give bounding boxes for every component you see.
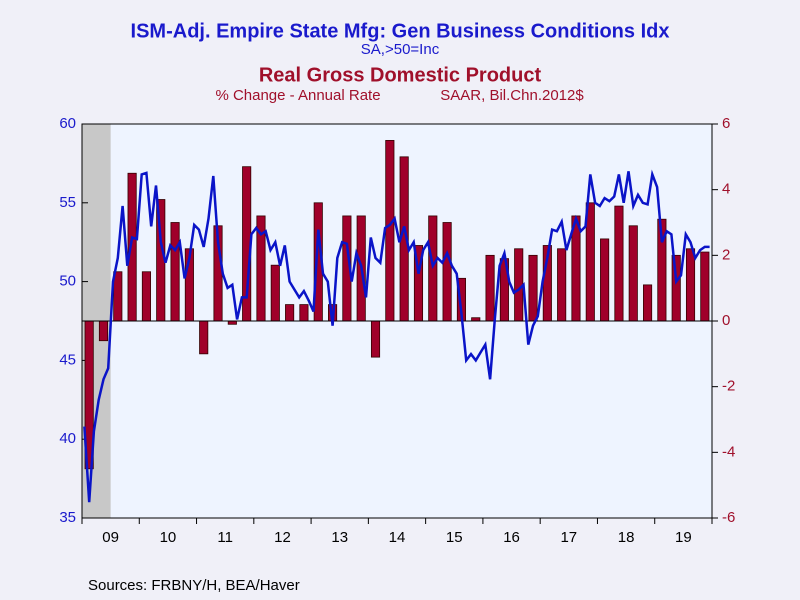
x-tick-label: 13 (331, 529, 348, 546)
x-tick-label: 10 (160, 529, 177, 546)
chart-subtitle-2a: % Change - Annual Rate (215, 87, 380, 104)
y-tick-label: 45 (59, 351, 76, 368)
bar (141, 271, 151, 322)
bar (199, 320, 209, 355)
plot-border (81, 123, 713, 519)
x-tick-label: 14 (389, 529, 406, 546)
bar (485, 254, 495, 322)
bar (700, 251, 710, 322)
bar (170, 222, 180, 322)
y2-tick-label: -4 (722, 443, 735, 460)
x-tick-label: 15 (446, 529, 463, 546)
bar (385, 140, 395, 322)
y-tick-label: 50 (59, 273, 76, 290)
bar (528, 254, 538, 322)
y2-tick-label: -2 (722, 378, 735, 395)
x-tick-label: 17 (560, 529, 577, 546)
y-tick-label: 40 (59, 430, 76, 447)
bar (628, 225, 638, 322)
chart-subtitle: SA,>50=Inc (361, 41, 440, 58)
bar (98, 320, 109, 342)
chart-subtitle-2b: SAAR, Bil.Chn.2012$ (440, 87, 584, 104)
bar (585, 202, 595, 322)
y2-tick-label: 4 (722, 181, 730, 198)
bar (685, 248, 696, 322)
y2-tick-label: 2 (722, 246, 730, 263)
y-tick-label: 35 (59, 509, 76, 526)
bar (643, 284, 653, 322)
bar (557, 248, 567, 322)
bar (614, 205, 624, 322)
chart-title: ISM-Adj. Empire State Mfg: Gen Business … (131, 20, 670, 42)
x-tick-label: 18 (618, 529, 635, 546)
x-tick-label: 16 (503, 529, 520, 546)
bar (113, 271, 123, 322)
bar (600, 238, 610, 322)
y-tick-label: 60 (59, 115, 76, 132)
x-tick-label: 12 (274, 529, 291, 546)
y-tick-label: 55 (59, 194, 76, 211)
bar (370, 320, 381, 358)
bar (270, 264, 280, 322)
bar (428, 215, 438, 322)
bar (514, 248, 524, 322)
x-tick-label: 09 (102, 529, 119, 546)
bar (299, 304, 309, 322)
x-tick-label: 11 (217, 529, 233, 546)
bar (442, 222, 452, 322)
y2-tick-label: 0 (722, 312, 730, 329)
y2-tick-label: -6 (722, 509, 735, 526)
chart-title-2: Real Gross Domestic Product (259, 64, 542, 86)
bar (285, 304, 295, 322)
y2-tick-label: 6 (722, 115, 730, 132)
source: Sources: FRBNY/H, BEA/Haver (88, 577, 300, 594)
x-tick-label: 19 (675, 529, 692, 546)
line (83, 169, 710, 503)
